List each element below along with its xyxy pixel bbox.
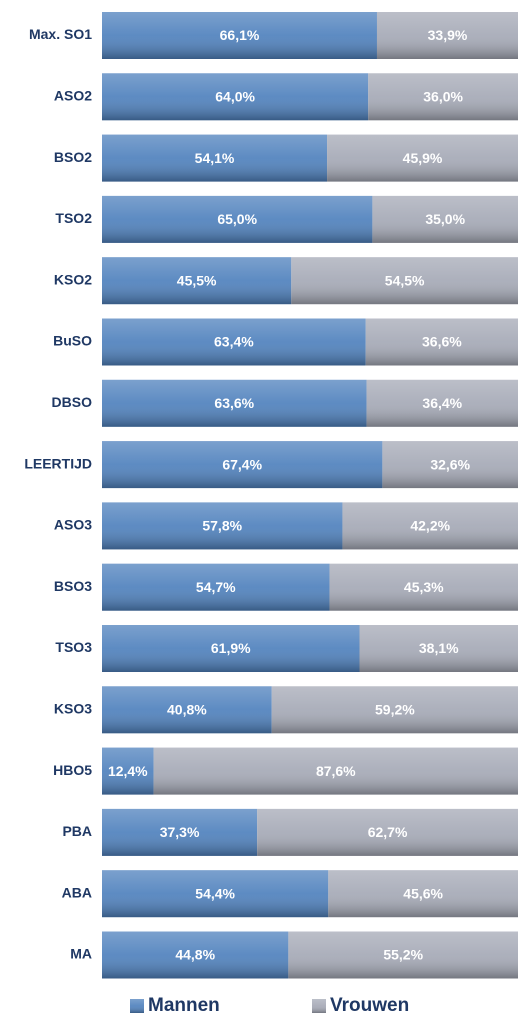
bar-shade <box>372 195 518 243</box>
bar-shade <box>102 625 360 672</box>
value-label: 61,9% <box>211 640 251 656</box>
value-label: 63,4% <box>214 334 254 350</box>
bar-shade <box>102 257 292 305</box>
value-label: 33,9% <box>428 27 468 43</box>
bar-shade <box>382 441 518 489</box>
bar-shade <box>102 502 343 550</box>
value-label: 62,7% <box>368 824 408 840</box>
bar-shade <box>342 502 518 550</box>
value-label: 67,4% <box>222 456 262 472</box>
value-label: 40,8% <box>167 702 207 718</box>
bar-shade <box>102 870 329 918</box>
value-label: 64,0% <box>215 89 255 105</box>
bar-shade <box>359 625 518 672</box>
category-label: MA <box>70 946 92 962</box>
value-label: 63,6% <box>214 395 254 411</box>
value-label: 87,6% <box>316 763 356 779</box>
category-label: BSO3 <box>54 578 92 594</box>
value-label: 45,9% <box>403 150 443 166</box>
value-label: 59,2% <box>375 702 415 718</box>
category-label: HBO5 <box>53 762 92 778</box>
bar-shade <box>102 195 373 243</box>
bar-shade <box>271 686 518 734</box>
bar-shade <box>327 134 518 182</box>
bar-shade <box>328 870 518 918</box>
value-label: 12,4% <box>108 763 148 779</box>
value-label: 42,2% <box>410 518 450 534</box>
bar-shade <box>365 318 518 366</box>
value-label: 36,4% <box>422 395 462 411</box>
bar-shade <box>102 134 328 182</box>
bar-shade <box>102 686 272 734</box>
category-label: LEERTIJD <box>24 455 92 471</box>
value-label: 37,3% <box>160 824 200 840</box>
bar-shade <box>102 12 377 59</box>
value-label: 54,4% <box>195 885 235 901</box>
bar-shade <box>329 563 518 611</box>
value-label: 65,0% <box>217 211 257 227</box>
value-label: 66,1% <box>220 27 260 43</box>
legend-label: Vrouwen <box>330 995 409 1016</box>
category-label: ASO3 <box>54 517 92 533</box>
value-label: 54,5% <box>385 272 425 288</box>
bar-shade <box>368 73 518 121</box>
category-label: KSO3 <box>54 701 92 717</box>
bar-shade <box>102 747 154 795</box>
value-label: 35,0% <box>425 211 465 227</box>
bar-shade <box>102 379 367 427</box>
bar-shade <box>376 12 518 59</box>
category-label: DBSO <box>52 394 93 410</box>
bar-shade <box>102 318 366 366</box>
value-label: 36,6% <box>422 334 462 350</box>
bar-shade <box>102 563 330 611</box>
value-label: 32,6% <box>430 456 470 472</box>
category-label: KSO2 <box>54 271 92 287</box>
bar-shade <box>102 931 289 979</box>
value-label: 45,5% <box>177 272 217 288</box>
value-label: 55,2% <box>383 947 423 963</box>
category-label: TSO3 <box>55 639 92 655</box>
bar-shade <box>291 257 518 305</box>
value-label: 57,8% <box>202 518 242 534</box>
legend-shade <box>130 999 144 1013</box>
category-label: BuSO <box>53 333 92 349</box>
category-label: TSO2 <box>55 210 92 226</box>
value-label: 54,1% <box>195 150 235 166</box>
category-label: BSO2 <box>54 149 92 165</box>
bar-shade <box>366 379 518 427</box>
legend-label: Mannen <box>148 995 220 1016</box>
value-label: 45,3% <box>404 579 444 595</box>
legend-shade <box>312 999 326 1013</box>
value-label: 45,6% <box>403 885 443 901</box>
category-label: ASO2 <box>54 88 92 104</box>
category-label: Max. SO1 <box>29 26 92 42</box>
bar-shade <box>257 808 518 856</box>
bar-shade <box>153 747 518 795</box>
bar-shade <box>102 73 369 121</box>
bar-shade <box>288 931 518 979</box>
category-label: PBA <box>62 823 92 839</box>
category-label: ABA <box>62 884 92 900</box>
value-label: 36,0% <box>423 89 463 105</box>
value-label: 44,8% <box>175 947 215 963</box>
bar-shade <box>102 441 383 489</box>
bar-shade <box>102 808 258 856</box>
value-label: 54,7% <box>196 579 236 595</box>
value-label: 38,1% <box>419 640 459 656</box>
